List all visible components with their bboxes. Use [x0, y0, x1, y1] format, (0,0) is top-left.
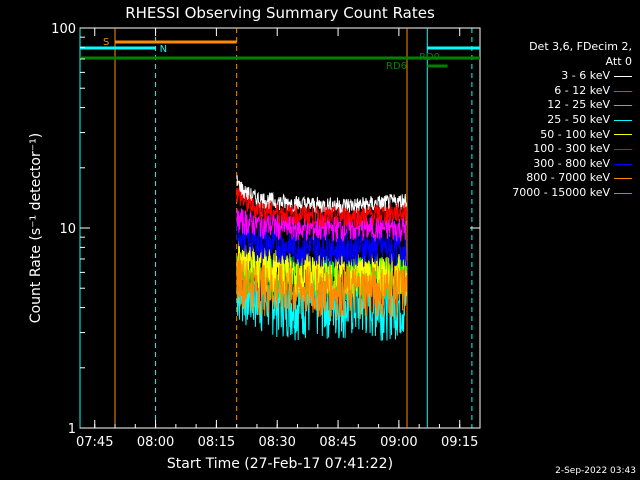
legend-entry: 25 - 50 keV	[480, 113, 632, 128]
x-tick-label: 09:15	[441, 435, 478, 450]
legend-label: 300 - 800 keV	[533, 156, 610, 170]
rd6-flag-label: RD6	[386, 61, 407, 72]
legend-entry: 6 - 12 keV	[480, 84, 632, 99]
y-tick-label: 10	[59, 222, 76, 237]
n-flag-label: N	[160, 44, 167, 55]
legend-swatch	[614, 90, 632, 92]
legend-entry: 800 - 7000 keV	[480, 171, 632, 186]
legend-label: 6 - 12 keV	[554, 83, 610, 97]
legend-swatch	[614, 148, 632, 150]
x-tick-label: 08:45	[319, 435, 356, 450]
chart-marks: S N RD0 RD6	[79, 28, 480, 428]
chart-title: RHESSI Observing Summary Count Rates	[125, 4, 435, 22]
legend-label: 800 - 7000 keV	[526, 171, 610, 185]
legend-label: 100 - 300 keV	[533, 142, 610, 156]
legend-entries: 3 - 6 keV 6 - 12 keV 12 - 25 keV 25 - 50 ke…	[480, 69, 632, 200]
legend-entry: 3 - 6 keV	[480, 69, 632, 84]
legend: Det 3,6, FDecim 2, Att 0 3 - 6 keV 6 - 12…	[480, 40, 632, 201]
legend-label: 25 - 50 keV	[547, 112, 610, 126]
legend-label: 50 - 100 keV	[540, 127, 610, 141]
x-tick-label: 08:15	[198, 435, 235, 450]
legend-entry: 100 - 300 keV	[480, 142, 632, 157]
legend-swatch	[614, 119, 632, 121]
legend-swatch	[614, 163, 632, 165]
legend-label: 12 - 25 keV	[547, 98, 610, 112]
y-tick-label: 100	[51, 22, 76, 37]
legend-swatch	[614, 178, 632, 180]
legend-label: 7000 - 15000 keV	[512, 185, 610, 199]
legend-entry: 7000 - 15000 keV	[480, 186, 632, 201]
series-line	[236, 187, 408, 229]
legend-entry: 12 - 25 keV	[480, 98, 632, 113]
s-flag-label: S	[103, 37, 109, 48]
legend-swatch	[614, 192, 632, 194]
y-axis-label: Count Rate (s⁻¹ detector⁻¹)	[28, 133, 44, 323]
rd0-flag-label: RD0	[419, 52, 440, 63]
legend-swatch	[614, 105, 632, 107]
chart-axes: 07:45 08:00 08:15 08:30 08:45 09:00 09:15 1 10 10…	[51, 22, 481, 450]
series-line	[236, 214, 408, 267]
x-tick-label: 08:30	[258, 435, 295, 450]
generation-timestamp: 2-Sep-2022 03:43	[555, 466, 636, 476]
legend-entry: 50 - 100 keV	[480, 128, 632, 143]
series-line	[236, 175, 408, 214]
series-line	[236, 253, 408, 320]
legend-header-line-2: Att 0	[605, 54, 632, 68]
x-tick-label: 09:00	[380, 435, 417, 450]
legend-label: 3 - 6 keV	[561, 69, 610, 83]
y-tick-label: 1	[68, 422, 76, 437]
legend-entry: 300 - 800 keV	[480, 157, 632, 172]
series-line	[236, 236, 408, 298]
x-tick-label: 07:45	[76, 435, 113, 450]
x-tick-label: 08:00	[137, 435, 174, 450]
x-axis-label: Start Time (27-Feb-17 07:41:22)	[167, 456, 393, 472]
legend-swatch	[614, 75, 632, 77]
legend-swatch	[614, 134, 632, 136]
legend-header-line-1: Det 3,6, FDecim 2,	[529, 40, 632, 53]
